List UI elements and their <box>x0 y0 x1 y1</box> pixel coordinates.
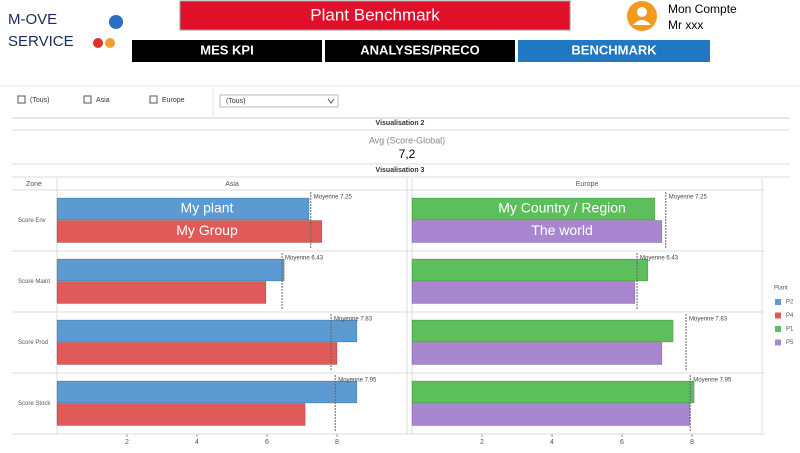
user-name: Mr xxx <box>668 18 703 32</box>
legend-swatch <box>775 299 781 305</box>
checkbox-label[interactable]: (Tous) <box>30 97 49 104</box>
bar <box>411 342 663 365</box>
bar <box>56 197 310 221</box>
brand-icon <box>93 38 103 48</box>
row-header: Zone <box>26 181 42 188</box>
bar <box>411 380 695 404</box>
bar-annotation: My Group <box>176 222 238 238</box>
legend-label: P4 <box>786 313 794 319</box>
bar <box>411 403 691 426</box>
bar <box>411 220 663 243</box>
row-label: Score Env <box>18 218 46 224</box>
legend-label: P1 <box>786 327 794 333</box>
nav-tab-active[interactable] <box>518 40 710 62</box>
brand-line1: M-OVE <box>8 11 57 28</box>
section-title: Visualisation 2 <box>376 120 425 127</box>
nav-label[interactable]: BENCHMARK <box>571 42 657 57</box>
checkbox[interactable] <box>149 95 158 104</box>
legend-swatch <box>775 339 781 346</box>
x-tick-label: 8 <box>335 439 339 446</box>
x-tick-label: 6 <box>265 439 269 446</box>
reference-label: Moyenne 7.95 <box>693 378 732 384</box>
bar-annotation: My Country / Region <box>498 200 626 216</box>
checkbox-label[interactable]: Europe <box>162 97 185 104</box>
x-tick-label: 4 <box>550 439 554 446</box>
brand-icon <box>109 15 123 29</box>
reference-label: Moyenne 7.95 <box>338 378 377 384</box>
legend-title: Plant <box>774 286 788 292</box>
brand-icon <box>105 38 115 48</box>
legend-swatch <box>775 312 781 319</box>
title-banner <box>179 0 571 31</box>
x-tick-label: 2 <box>125 439 129 446</box>
x-tick-label: 6 <box>620 439 624 446</box>
bar <box>56 380 358 404</box>
reference-label: Moyenne 7.83 <box>689 317 728 323</box>
legend-label: P2 <box>786 300 794 306</box>
bar-annotation: The world <box>531 222 592 238</box>
bar <box>56 258 285 282</box>
bar <box>56 403 306 426</box>
x-tick-label: 8 <box>690 439 694 446</box>
reference-label: Moyenne 7.25 <box>669 195 708 201</box>
bar <box>411 319 674 343</box>
legend-swatch <box>775 326 781 332</box>
panel-title: Europe <box>576 181 599 188</box>
checkbox-label[interactable]: Asia <box>96 97 110 104</box>
checkbox[interactable] <box>83 95 92 104</box>
reference-label: Moyenne 7.83 <box>334 317 373 323</box>
nav-label[interactable]: ANALYSES/PRECO <box>360 42 479 57</box>
x-tick-label: 4 <box>195 439 199 446</box>
section-title: Visualisation 3 <box>376 167 425 174</box>
reference-label: Moyenne 6.43 <box>285 256 324 262</box>
brand-line2: SERVICE <box>8 33 74 50</box>
nav-label[interactable]: MES KPI <box>200 42 253 57</box>
reference-label: Moyenne 7.25 <box>314 195 353 201</box>
nav-tab[interactable] <box>132 40 322 62</box>
dropdown-value[interactable]: (Tous) <box>226 98 245 105</box>
legend-label: P5 <box>786 340 794 346</box>
kpi-value: 7,2 <box>399 147 416 161</box>
bar <box>411 197 656 221</box>
panel-title: Asia <box>225 181 239 188</box>
page-title: Plant Benchmark <box>310 5 440 24</box>
bar <box>56 319 358 343</box>
reference-label: Moyenne 6.43 <box>640 256 679 262</box>
kpi-label: Avg (Score-Global) <box>369 135 445 145</box>
checkbox[interactable] <box>17 95 26 104</box>
bar <box>56 281 267 304</box>
account-icon-body <box>633 20 651 25</box>
x-tick-label: 2 <box>480 439 484 446</box>
dropdown-arrow <box>327 98 335 104</box>
bar <box>56 220 323 243</box>
bar-annotation: My plant <box>181 200 234 216</box>
row-label: Score Prod <box>18 340 48 346</box>
row-label: Score Maint <box>18 279 50 285</box>
nav-tab[interactable] <box>325 40 515 62</box>
account-icon-head <box>637 7 647 17</box>
bar <box>56 342 338 365</box>
account-label[interactable]: Mon Compte <box>668 2 737 16</box>
bar <box>411 281 636 304</box>
row-label: Score Stock <box>18 401 51 407</box>
bar <box>411 258 649 282</box>
dropdown[interactable] <box>219 94 339 108</box>
